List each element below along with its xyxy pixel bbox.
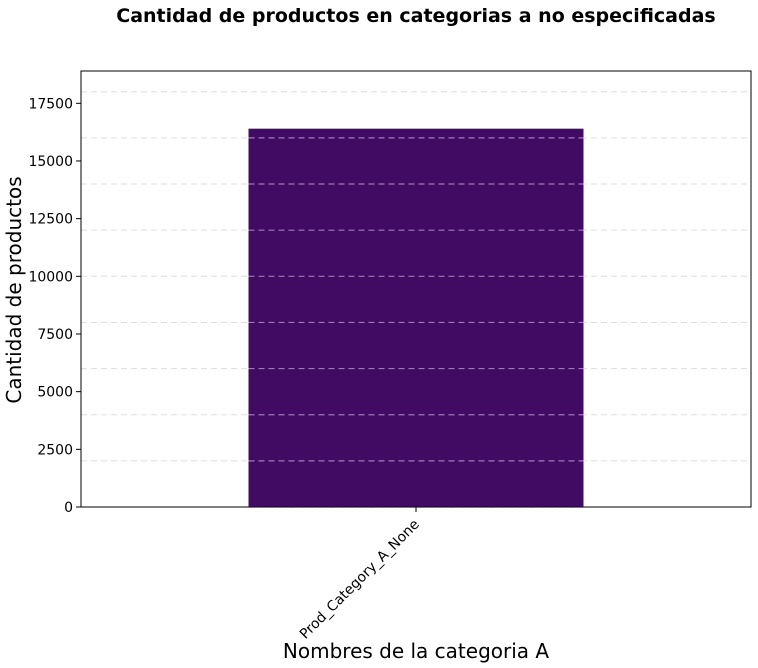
y-tick-label: 7500 [37, 327, 73, 343]
x-tick-label: Prod_Category_A_None [297, 517, 423, 643]
y-axis-ticks: 0 2500 5000 7500 10000 12500 15000 17500 [28, 96, 81, 516]
bars [248, 128, 584, 508]
y-tick-label: 10000 [28, 269, 73, 285]
x-axis-label: Nombres de la categoria A [283, 639, 549, 663]
x-axis-ticks: Prod_Category_A_None [297, 507, 423, 642]
chart-title: Cantidad de productos en categorias a no… [116, 5, 715, 27]
y-tick-label: 0 [64, 500, 73, 516]
y-tick-label: 15000 [28, 154, 73, 170]
y-axis-label: Cantidad de productos [2, 176, 26, 403]
y-tick-label: 12500 [28, 212, 73, 228]
y-tick-label: 2500 [37, 442, 73, 458]
y-tick-label: 5000 [37, 385, 73, 401]
bar-Prod_Category_A_None [248, 128, 584, 508]
y-tick-label: 17500 [28, 96, 73, 112]
